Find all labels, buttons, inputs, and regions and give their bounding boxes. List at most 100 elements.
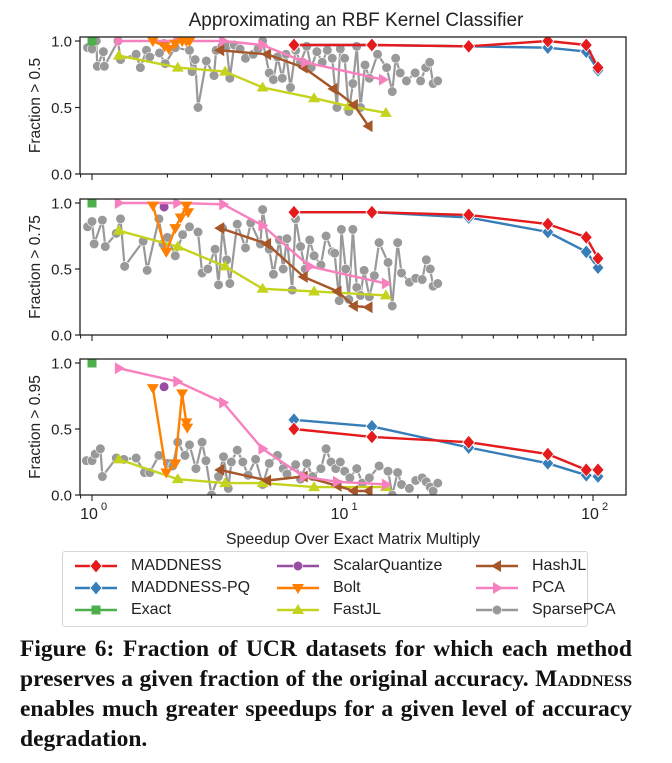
data-point-hashjl	[214, 44, 225, 57]
data-point-sparsepca	[381, 62, 392, 73]
data-point-sparsepca	[99, 61, 110, 72]
legend-label: FastJL	[333, 601, 382, 618]
legend-label: MADDNESS-PQ	[131, 579, 251, 596]
chart-title: Approximating an RBF Kernel Classifier	[189, 10, 524, 31]
plot-frame	[79, 358, 627, 496]
data-point-sparsepca	[97, 471, 108, 482]
data-point-maddness-pq	[579, 244, 593, 260]
data-point-sparsepca	[206, 489, 217, 495]
series-hashjl	[214, 44, 373, 133]
y-tick-label: 0.5	[51, 100, 72, 117]
data-point-pca	[258, 38, 269, 51]
data-point-sparsepca	[97, 215, 108, 226]
series-line-fastjl	[118, 229, 386, 297]
data-point-sparsepca	[392, 467, 403, 478]
y-tick-label: 0.5	[51, 422, 72, 439]
data-point-sparsepca	[202, 263, 213, 275]
x-tick-label: 10	[331, 506, 349, 523]
series-group	[82, 37, 605, 133]
y-tick-label: 1.0	[51, 356, 72, 373]
series-fastjl	[112, 224, 392, 300]
data-point-sparsepca	[264, 458, 275, 469]
data-point-hashjl	[327, 82, 338, 95]
legend-item-scalarquantize: ScalarQuantize	[275, 555, 442, 577]
legend-marker-pca	[476, 582, 518, 594]
data-point-bolt	[176, 389, 189, 400]
data-point-sparsepca	[190, 54, 201, 65]
data-point-pca	[173, 199, 184, 209]
legend-item-sparsepca: SparsePCA	[474, 599, 616, 621]
data-point-sparsepca	[295, 241, 306, 252]
data-point-sparsepca	[401, 75, 412, 86]
data-point-pca	[219, 199, 230, 211]
data-point-pca	[381, 478, 392, 491]
data-point-bolt	[181, 423, 194, 434]
y-tick-label: 1.0	[51, 196, 72, 213]
data-point-maddness	[462, 434, 476, 450]
data-point-bolt	[160, 247, 173, 258]
y-tick-label: 0.0	[51, 167, 72, 184]
data-point-fastjl	[256, 81, 269, 92]
data-point-maddness	[541, 446, 555, 462]
legend-item-hashjl: HashJL	[474, 555, 586, 577]
legend-marker-fastjl	[277, 604, 319, 614]
data-point-exact	[87, 199, 97, 208]
data-point-hashjl	[261, 48, 272, 61]
data-point-sparsepca	[359, 265, 370, 276]
panel-1: 0.0 0.5 1.0 Fraction > 0.5	[27, 34, 627, 184]
data-point-scalarquantize	[158, 381, 170, 392]
y-tick-label: 0.5	[51, 262, 72, 279]
data-point-sparsepca	[432, 75, 443, 86]
data-point-hashjl	[297, 270, 308, 283]
data-point-sparsepca	[320, 443, 332, 454]
x-tick-label: 10	[80, 506, 98, 523]
data-point-exact	[87, 37, 97, 46]
legend-label: ScalarQuantize	[333, 557, 443, 574]
legend-marker-scalarquantize	[292, 560, 304, 572]
data-point-sparsepca	[240, 242, 251, 253]
data-point-pca	[219, 37, 230, 47]
legend-marker-exact	[91, 605, 101, 615]
data-point-fastjl	[379, 289, 392, 300]
data-point-bolt	[180, 418, 193, 429]
figure-chart: Approximating an RBF Kernel Classifier 0…	[27, 10, 627, 548]
data-point-pca	[378, 73, 389, 86]
data-point-pca	[299, 470, 310, 483]
data-point-fastjl	[219, 477, 232, 488]
legend-label: Exact	[131, 601, 172, 618]
x-tick-label-exponent: 1	[352, 501, 358, 513]
data-point-sparsepca	[382, 466, 394, 477]
data-point-fastjl	[308, 481, 321, 492]
data-point-fastjl	[171, 240, 184, 251]
data-point-maddness	[579, 37, 593, 53]
panel-2: 0.0 0.5 1.0 Fraction > 0.75	[27, 196, 627, 345]
data-point-sparsepca	[179, 450, 191, 461]
series-group	[81, 359, 605, 495]
data-point-sparsepca	[257, 204, 268, 215]
data-point-sparsepca	[359, 59, 371, 71]
data-point-sparsepca	[184, 439, 195, 450]
data-point-hashjl	[214, 222, 225, 235]
data-point-sparsepca	[237, 456, 248, 468]
data-point-fastjl	[379, 106, 392, 117]
legend-marker-sparsepca	[491, 604, 503, 616]
data-point-bolt	[146, 201, 159, 212]
data-point-sparsepca	[410, 67, 421, 79]
data-point-sparsepca	[301, 41, 312, 52]
legend-marker-hashjl	[476, 560, 518, 572]
data-point-sparsepca	[209, 244, 221, 255]
legend-marker-maddness	[89, 558, 103, 574]
data-point-maddness	[579, 462, 593, 478]
data-point-sparsepca	[347, 78, 358, 89]
data-point-fastjl	[112, 224, 125, 235]
data-point-bolt	[146, 384, 159, 395]
data-point-bolt	[163, 44, 176, 55]
data-point-sparsepca	[428, 485, 439, 495]
data-point-sparsepca	[100, 241, 111, 252]
series-scalarquantize	[158, 381, 170, 392]
series-pca	[114, 37, 389, 86]
data-point-sparsepca	[268, 74, 279, 85]
data-point-sparsepca	[177, 229, 188, 240]
data-point-sparsepca	[339, 53, 350, 64]
data-point-hashjl	[347, 98, 358, 111]
